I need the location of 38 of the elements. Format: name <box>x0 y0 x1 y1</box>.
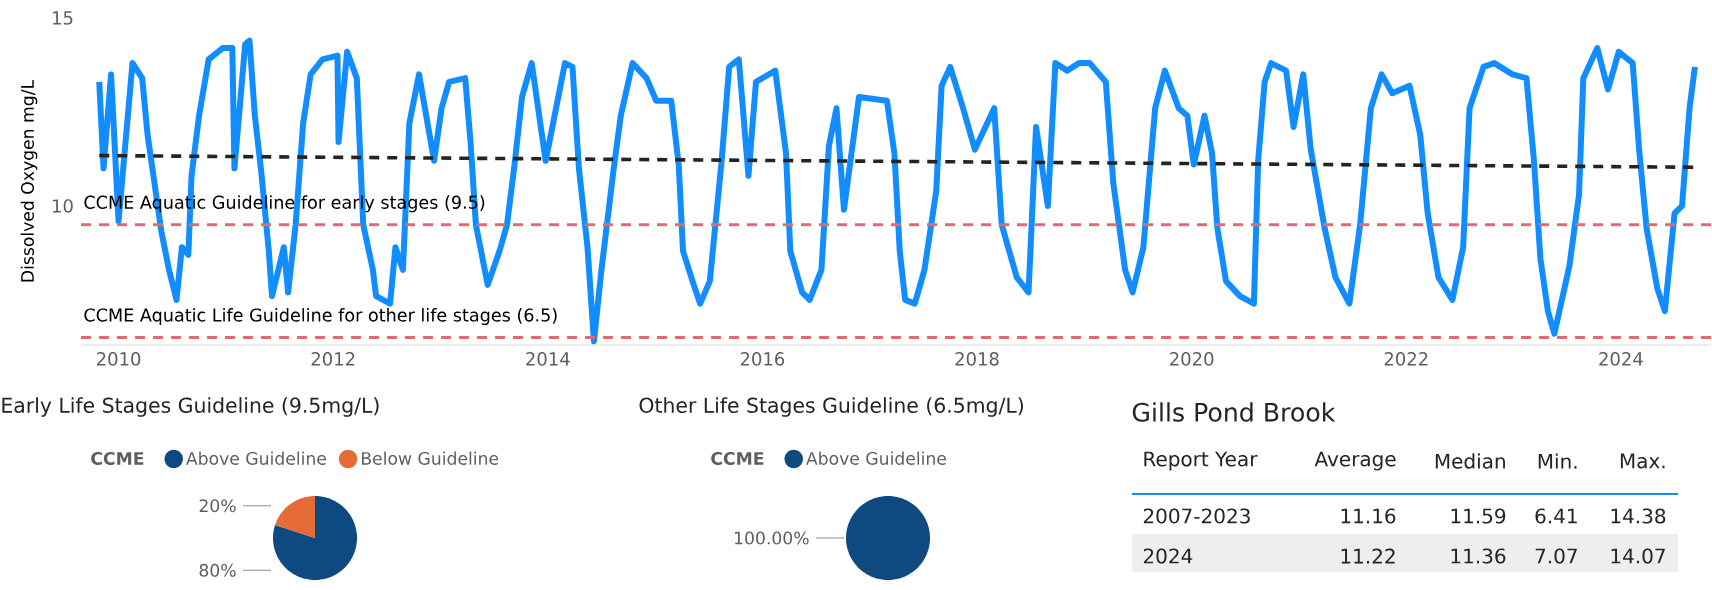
x-tick-label: 2020 <box>1170 352 1214 366</box>
x-tick-label: 2012 <box>311 352 355 366</box>
y-tick-label: 10 <box>53 199 73 213</box>
text: Max. <box>1620 453 1665 469</box>
x-tick-label: 2014 <box>526 352 570 366</box>
data-label: 80% <box>199 563 236 577</box>
chart-title: Other Life Stages Guideline (6.5mg/L) <box>639 397 1023 417</box>
text: Report Year <box>1144 451 1258 471</box>
legend-title: CCME <box>711 451 764 465</box>
text: Median <box>1435 453 1505 469</box>
chart-title: Early Life Stages Guideline (9.5mg/L) <box>2 397 379 417</box>
text: 11.16 <box>1341 508 1396 524</box>
y-axis-title: Dissolved Oxygen mg/L <box>20 80 38 282</box>
x-tick-label: 2010 <box>96 352 141 366</box>
x-tick-label: 2016 <box>740 352 785 366</box>
x-tick-label: 2024 <box>1599 352 1643 366</box>
data-label: 100.00% <box>734 531 809 545</box>
text: Min. <box>1538 453 1577 469</box>
text: 11.22 <box>1341 548 1395 564</box>
legend-label: Above Guideline <box>806 451 946 465</box>
y-tick-label: 15 <box>53 11 73 25</box>
ref-line-label: CCME Aquatic Life Guideline for other life stages (6.5) <box>84 308 557 326</box>
legend-label: Below Guideline <box>362 451 499 465</box>
text: 2024 <box>1143 548 1193 564</box>
text: 11.59 <box>1451 508 1506 524</box>
legend-title: CCME <box>91 451 144 465</box>
text: 6.41 <box>1535 508 1577 524</box>
legend-label: Above Guideline <box>186 451 326 465</box>
x-tick-label: 2018 <box>955 352 999 366</box>
text: 2007-2023 <box>1143 508 1250 524</box>
data-label: 20% <box>199 499 236 513</box>
text: 14.07 <box>1611 548 1665 564</box>
text: Gills Pond Brook <box>1132 402 1336 422</box>
text: 14.38 <box>1611 508 1666 524</box>
x-tick-label: 2022 <box>1384 352 1428 366</box>
text: 11.36 <box>1451 548 1506 564</box>
text: 7.07 <box>1535 548 1577 564</box>
text: Average <box>1314 451 1396 471</box>
